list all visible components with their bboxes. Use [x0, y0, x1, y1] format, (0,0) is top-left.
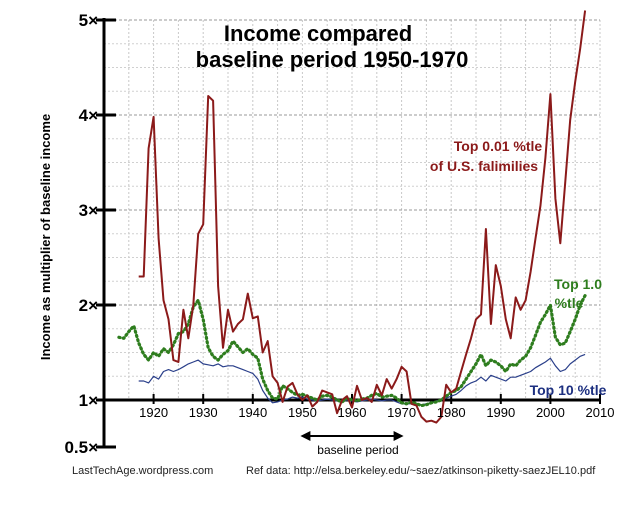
x-tick-label: 1950	[288, 405, 317, 420]
annotation-top001-line1: Top 0.01 %tle	[454, 138, 543, 154]
y-tick-label: 5×	[79, 11, 98, 30]
series-line-1-0	[117, 293, 587, 408]
axes	[96, 18, 601, 449]
y-tick-label: 0.5×	[64, 438, 98, 457]
annotation-top10: Top 10 %tle	[530, 382, 607, 398]
x-tick-label: 1970	[387, 405, 416, 420]
y-tick-label: 1×	[79, 391, 98, 410]
x-tick-label: 2010	[586, 405, 615, 420]
chart-title-line-1: Income compared	[224, 21, 412, 46]
y-tick-label: 3×	[79, 201, 98, 220]
baseline-period-arrow	[300, 431, 404, 441]
tick-labels: 0.5× 1× 2× 3× 4× 5× 1920 1930 1940 1950 1960 1970 19…	[64, 11, 614, 457]
x-tick-label: 1930	[189, 405, 218, 420]
x-tick-label: 1990	[486, 405, 515, 420]
y-tick-label: 4×	[79, 106, 98, 125]
y-axis-label: Income as multiplier of baseline income	[38, 114, 53, 360]
annotation-top001-line2: of U.S. falimilies	[430, 158, 538, 174]
footer-source-site: LastTechAge.wordpress.com	[72, 465, 213, 477]
arrow-head-left	[300, 431, 311, 441]
x-tick-label: 1980	[437, 405, 466, 420]
baseline-period-label: baseline period	[317, 443, 398, 457]
gridlines	[103, 19, 601, 401]
x-tick-label: 2000	[536, 405, 565, 420]
footer-reference: Ref data: http://elsa.berkeley.edu/~saez…	[246, 465, 596, 477]
series-line-0-01	[138, 10, 587, 424]
annotation-top1-line1: Top 1.0	[554, 276, 602, 292]
series-lines	[117, 10, 587, 424]
x-tick-label: 1940	[238, 405, 267, 420]
x-tick-label: 1920	[139, 405, 168, 420]
arrow-head-right	[393, 431, 404, 441]
y-tick-label: 2×	[79, 296, 98, 315]
chart-title-line-2: baseline period 1950-1970	[196, 47, 469, 72]
annotation-top1-line2: %tle	[555, 295, 584, 311]
x-tick-label: 1960	[338, 405, 367, 420]
